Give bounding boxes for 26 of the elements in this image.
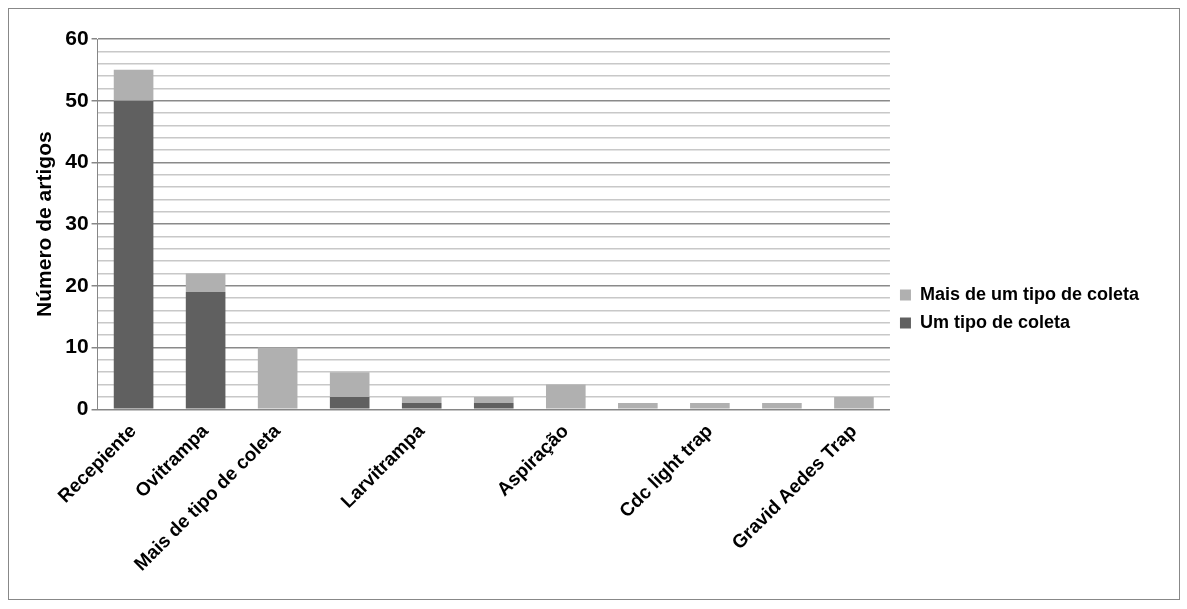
bar (473, 403, 514, 409)
bar (329, 372, 370, 397)
y-axis-title: Número de artigos (32, 131, 56, 317)
bar (545, 384, 586, 409)
y-tick-label: 10 (65, 334, 89, 358)
bar (401, 403, 442, 409)
bar (473, 396, 514, 404)
bar (690, 403, 730, 409)
y-tick-label: 40 (65, 149, 89, 173)
y-tick-label: 0 (76, 396, 89, 420)
bar (113, 100, 154, 409)
y-tick-label: 50 (65, 87, 89, 111)
bar (185, 292, 226, 409)
bar (834, 396, 874, 409)
y-tick-label: 30 (65, 210, 89, 234)
bar (113, 69, 154, 101)
legend-label: Um tipo de coleta (919, 311, 1071, 332)
bar (257, 347, 298, 409)
legend-label: Mais de um tipo de coleta (919, 283, 1140, 304)
bar (329, 396, 370, 409)
bar (762, 403, 802, 409)
y-tick-label: 20 (65, 272, 89, 296)
y-tick-label: 60 (65, 25, 89, 49)
bar (618, 403, 658, 409)
bar (185, 273, 226, 293)
bar (401, 396, 442, 404)
